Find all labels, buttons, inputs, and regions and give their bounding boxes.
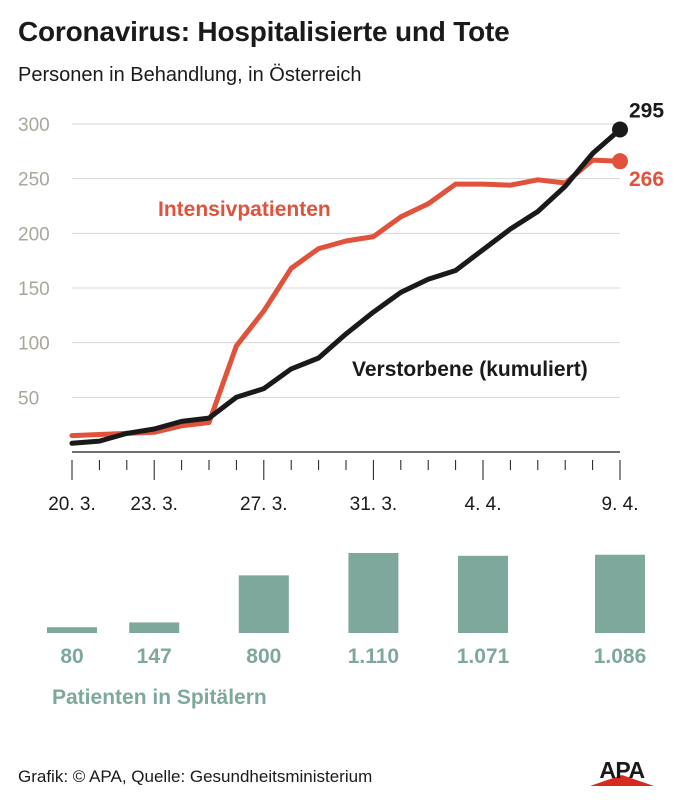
bar [47,627,97,633]
y-tick-label: 200 [18,224,50,245]
bar-value-label: 80 [60,645,83,668]
series-label-intensivpatienten: Intensivpatienten [158,198,331,221]
source-credit: Grafik: © APA, Quelle: Gesundheitsminist… [18,767,373,786]
x-tick-label: 23. 3. [130,494,178,515]
bar-value-label: 1.071 [457,645,510,668]
apa-logo-text: APA [599,757,645,783]
x-tick-label: 31. 3. [350,494,398,515]
bar-chart: 80 147 800 1.110 1.071 1.086 [47,553,647,668]
bar [238,575,289,633]
bar [458,555,508,633]
series-end-point [612,153,628,170]
series-end-label: 266 [629,168,664,191]
x-tick-label: 20. 3. [48,494,96,515]
series-line-intensivpatienten [69,157,623,439]
y-tick-label: 100 [18,334,50,355]
bar-value-label: 147 [137,645,172,668]
bar [129,622,180,633]
bar [595,554,645,633]
bar-value-label: 1.086 [594,645,647,668]
bar [348,553,399,633]
bar-value-label: 800 [246,645,281,668]
x-tick-label: 4. 4. [465,494,502,515]
y-tick-label: 50 [18,388,39,409]
bar-chart-title: Patienten in Spitälern [52,686,267,709]
chart-title: Coronavirus: Hospitalisierte und Tote [18,16,510,47]
series-label-verstorbene: Verstorbene (kumuliert) [352,358,588,381]
series-line-verstorbene [69,127,623,446]
series-end-point [612,121,628,138]
series-end-label: 295 [629,99,664,122]
bar-value-label: 1.110 [348,645,399,668]
apa-logo [590,775,654,786]
y-tick-label: 250 [18,170,50,191]
y-tick-label: 300 [18,115,50,136]
chart-subtitle: Personen in Behandlung, in Österreich [18,64,362,86]
x-tick-label: 27. 3. [240,494,288,515]
y-tick-label: 150 [18,279,50,300]
line-chart: 50 100 150 200 250 300 20. 3. 23. 3. 27. 3. 31. … [18,99,664,515]
x-tick-label: 9. 4. [602,494,639,515]
